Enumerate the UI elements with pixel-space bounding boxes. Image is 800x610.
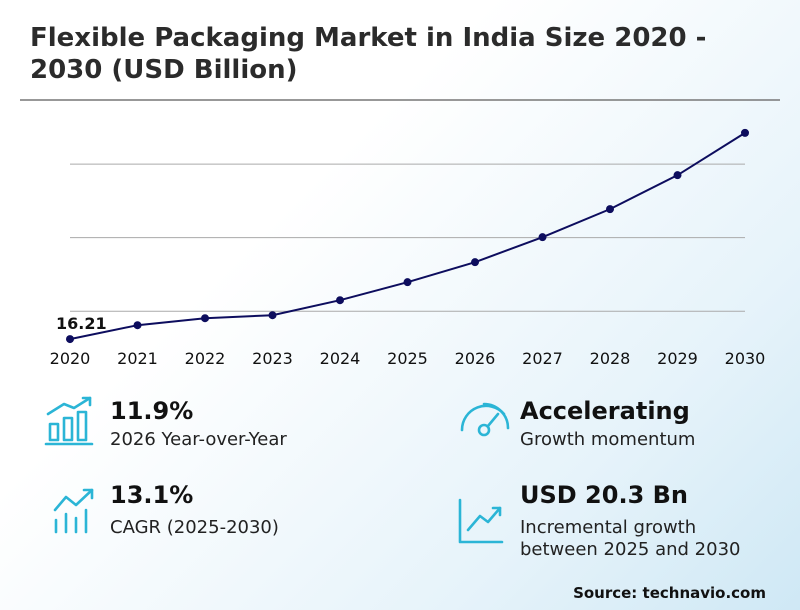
stat-label: 2026 Year-over-Year (110, 429, 287, 450)
x-tick-label: 2026 (455, 349, 496, 368)
icons (44, 396, 510, 544)
stat-value: 11.9% (110, 397, 194, 425)
stat-value: USD 20.3 Bn (520, 481, 688, 509)
point (741, 128, 749, 137)
x-tick-label: 2021 (117, 349, 158, 368)
x-tick-label: 2024 (320, 349, 361, 368)
value-label: 16.21 (56, 314, 107, 333)
point (133, 321, 142, 330)
x-tick-label: 2028 (590, 349, 631, 368)
point (201, 314, 209, 323)
x-tick-label: 2025 (387, 349, 428, 368)
point (606, 205, 614, 214)
x-tick-label: 2022 (185, 349, 226, 368)
point (336, 296, 344, 305)
x-tick-label: 2023 (252, 349, 293, 368)
stat-label: Incremental growth between 2025 and 2030 (520, 517, 741, 560)
cagr-icon (53, 488, 94, 534)
point (66, 335, 74, 344)
point (538, 233, 547, 242)
chart-title: Flexible Packaging Market in India Size … (30, 23, 707, 85)
x-tick-label: 2027 (522, 349, 563, 368)
stat-value: Accelerating (520, 397, 690, 425)
gauge-icon (460, 402, 510, 437)
point (268, 311, 277, 320)
x-tick-label: 2030 (725, 349, 766, 368)
trend-icon (458, 498, 504, 544)
point (673, 171, 682, 180)
point (471, 258, 479, 267)
stat-label: Growth momentum (520, 429, 696, 450)
x-tick-label: 2029 (657, 349, 698, 368)
source: Source: technavio.com (573, 584, 766, 602)
stat-label: CAGR (2025-2030) (110, 517, 279, 538)
stat-value: 13.1% (110, 481, 194, 509)
bar-icon (44, 396, 94, 446)
point (403, 278, 412, 287)
x-tick-label: 2020 (50, 349, 91, 368)
